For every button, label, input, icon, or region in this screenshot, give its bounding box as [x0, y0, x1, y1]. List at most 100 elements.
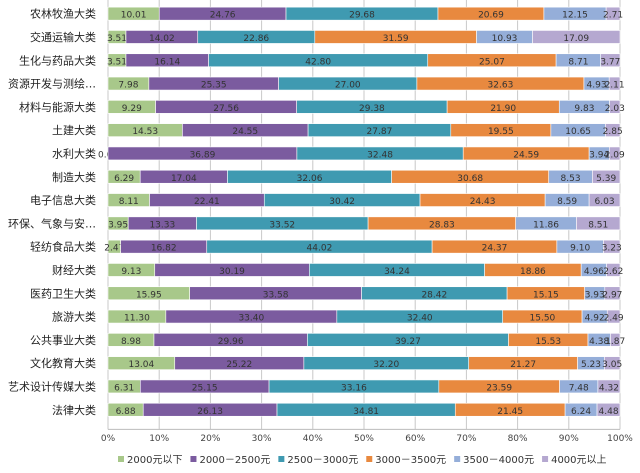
data-label: 5.39	[596, 174, 616, 184]
bar-segment	[604, 356, 621, 370]
category-label: 电子信息大类	[30, 193, 96, 207]
data-label: 5.23	[581, 360, 601, 370]
data-label: 25.07	[479, 57, 505, 67]
data-label: 34.24	[384, 267, 410, 277]
legend-swatch	[190, 456, 197, 462]
data-label: 27.56	[213, 104, 239, 114]
bar-segment	[609, 100, 621, 114]
data-label: 18.86	[520, 267, 546, 277]
data-label: 24.76	[210, 11, 236, 21]
x-tick-label: 20%	[200, 434, 220, 444]
data-label: 8.53	[561, 174, 581, 184]
data-label: 22.41	[194, 197, 220, 207]
legend-label: 3000－3500元	[375, 455, 446, 466]
data-label: 8.98	[121, 337, 141, 347]
bar-segment	[596, 402, 621, 417]
data-label: 21.27	[510, 360, 536, 370]
data-label: 21.45	[497, 407, 523, 417]
data-label: 3.77	[600, 57, 620, 67]
data-label: 25.22	[226, 360, 252, 370]
x-tick-label: 90%	[559, 434, 579, 444]
bar-segment	[606, 263, 621, 277]
data-label: 12.15	[562, 11, 588, 21]
category-label: 水利大类	[52, 146, 96, 160]
data-label: 24.59	[513, 150, 539, 160]
data-label: 4.93	[587, 81, 607, 91]
legend-label: 2000元以下	[127, 455, 182, 466]
legend-swatch	[278, 456, 285, 462]
data-label: 25.15	[192, 383, 218, 393]
category-label: 轻纺食品大类	[30, 240, 96, 254]
data-label: 4.38	[589, 337, 609, 347]
bar-segment	[610, 333, 621, 347]
data-label: 8.71	[568, 57, 588, 67]
category-label: 公共事业大类	[30, 333, 96, 347]
data-label: 15.95	[136, 290, 162, 300]
legend-swatch	[118, 456, 124, 462]
data-label: 28.42	[421, 290, 447, 300]
data-label: 10.93	[492, 34, 518, 44]
x-tick-label: 10%	[149, 434, 169, 444]
data-label: 11.30	[124, 314, 150, 324]
data-label: 19.55	[488, 127, 514, 137]
data-label: 25.35	[201, 81, 227, 91]
data-label: 6.31	[114, 383, 134, 393]
data-label: 9.10	[570, 244, 590, 254]
x-axis-ticks: 0% 10% 20% 30% 40% 50% 60% 70% 80% 90% 100%	[101, 434, 633, 444]
data-label: 2.97	[602, 290, 622, 300]
data-label: 4.96	[584, 267, 604, 277]
data-label: 4.32	[599, 383, 619, 393]
legend-swatch	[366, 456, 373, 462]
data-label: 7.98	[118, 81, 138, 91]
data-label: 3.05	[602, 360, 622, 370]
data-label: 9.29	[122, 104, 142, 114]
data-label: 3.51	[107, 34, 127, 44]
bar-segment	[605, 123, 621, 137]
data-label: 32.63	[488, 81, 514, 91]
data-label: 11.86	[533, 220, 559, 230]
category-label: 交通运输大类	[30, 30, 96, 44]
bar-segment	[605, 6, 621, 21]
data-label: 6.88	[116, 407, 136, 417]
data-label: 13.33	[149, 220, 175, 230]
data-label: 2.03	[605, 104, 625, 114]
data-label: 6.24	[571, 407, 591, 417]
data-label: 24.37	[482, 244, 508, 254]
x-tick-label: 50%	[354, 434, 374, 444]
data-label: 32.40	[407, 314, 433, 324]
data-label: 15.15	[533, 290, 559, 300]
x-tick-label: 30%	[252, 434, 272, 444]
bars: 10.01 24.76 29.68 20.69 12.15 2.71 3.51 14.02 22…	[98, 6, 625, 417]
data-label: 14.02	[149, 34, 175, 44]
data-label: 4.48	[599, 407, 619, 417]
bar-segment	[597, 379, 621, 394]
data-label: 32.06	[297, 174, 323, 184]
data-label: 7.48	[569, 383, 589, 393]
data-label: 33.58	[263, 290, 289, 300]
data-label: 44.02	[307, 244, 333, 254]
data-label: 42.80	[305, 57, 331, 67]
data-label: 30.19	[219, 267, 245, 277]
data-label: 22.86	[243, 34, 269, 44]
data-label: 14.53	[132, 127, 158, 137]
bar-segment	[600, 53, 621, 68]
category-label: 财经大类	[52, 263, 96, 277]
data-label: 36.89	[190, 150, 216, 160]
data-label: 2.11	[605, 81, 625, 91]
legend-label: 2000－2500元	[199, 455, 270, 466]
data-label: 4.92	[585, 314, 605, 324]
data-label: 23.59	[486, 383, 512, 393]
x-tick-label: 0%	[101, 434, 116, 444]
category-label: 材料与能源大类	[19, 100, 96, 114]
category-label: 土建大类	[52, 123, 96, 137]
category-label: 环保、气象与安…	[8, 216, 96, 230]
data-label: 3.23	[602, 244, 622, 254]
data-label: 15.50	[530, 314, 556, 324]
bar-segment	[604, 286, 621, 301]
data-label: 15.53	[535, 337, 561, 347]
legend-swatch	[542, 456, 549, 462]
category-label: 医药卫生大类	[30, 286, 96, 300]
x-tick-label: 80%	[508, 434, 528, 444]
data-label: 8.11	[119, 197, 139, 207]
